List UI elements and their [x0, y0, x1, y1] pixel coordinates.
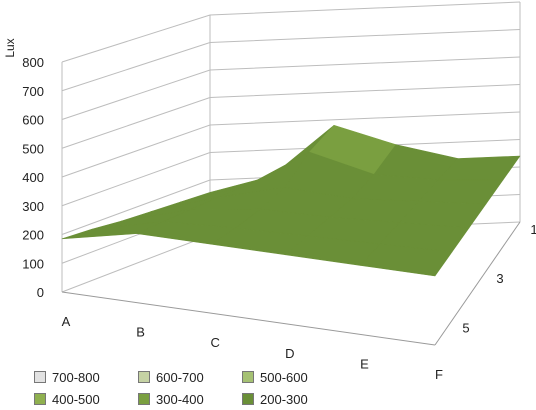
x-axis-ticks: A B C D E F — [62, 314, 443, 382]
x-tick-C: C — [211, 335, 220, 350]
legend-label: 200-300 — [260, 391, 308, 407]
legend-swatch — [242, 393, 254, 405]
y-axis-ticks: 1 3 5 — [462, 222, 536, 335]
z-tick-300: 300 — [22, 199, 44, 214]
legend-item-700-800: 700-800 — [34, 368, 138, 386]
surface-patch-24 — [360, 243, 453, 277]
x-tick-D: D — [285, 346, 294, 361]
z-tick-500: 500 — [22, 141, 44, 156]
z-tick-700: 700 — [22, 84, 44, 99]
chart-legend: 700-800 600-700 500-600 400-500 300-400 200-3… — [34, 368, 374, 408]
z-axis-title: Lux — [3, 38, 17, 57]
y-tick-1: 1 — [530, 222, 536, 237]
legend-swatch — [34, 393, 46, 405]
legend-item-400-500: 400-500 — [34, 390, 138, 408]
z-tick-600: 600 — [22, 113, 44, 128]
gridline-6 — [61, 56, 521, 120]
z-tick-200: 200 — [22, 228, 44, 243]
y-tick-3: 3 — [496, 271, 503, 286]
legend-swatch — [34, 371, 46, 383]
z-tick-800: 800 — [22, 55, 44, 70]
x-tick-F: F — [435, 367, 443, 382]
legend-item-500-600: 500-600 — [242, 368, 346, 386]
legend-label: 300-400 — [156, 391, 204, 407]
surface-plot — [61, 125, 521, 277]
legend-label: 400-500 — [52, 391, 100, 407]
x-tick-B: B — [136, 325, 145, 340]
z-tick-0: 0 — [37, 285, 44, 300]
legend-label: 500-600 — [260, 369, 308, 385]
z-tick-100: 100 — [22, 256, 44, 271]
y-tick-5: 5 — [462, 320, 469, 335]
floor-front-edge — [61, 291, 436, 346]
x-tick-E: E — [360, 356, 369, 371]
x-tick-A: A — [62, 314, 71, 329]
legend-swatch — [138, 393, 150, 405]
legend-swatch — [242, 371, 254, 383]
legend-label: 600-700 — [156, 369, 204, 385]
legend-swatch — [138, 371, 150, 383]
floor-right-edge — [434, 221, 521, 346]
legend-item-200-300: 200-300 — [242, 390, 346, 408]
legend-item-600-700: 600-700 — [138, 368, 242, 386]
legend-item-300-400: 300-400 — [138, 390, 242, 408]
legend-label: 700-800 — [52, 369, 100, 385]
gridline-5 — [61, 84, 521, 149]
z-axis-ticks: 0 100 200 300 400 500 600 700 800 — [22, 55, 44, 300]
z-tick-400: 400 — [22, 170, 44, 185]
